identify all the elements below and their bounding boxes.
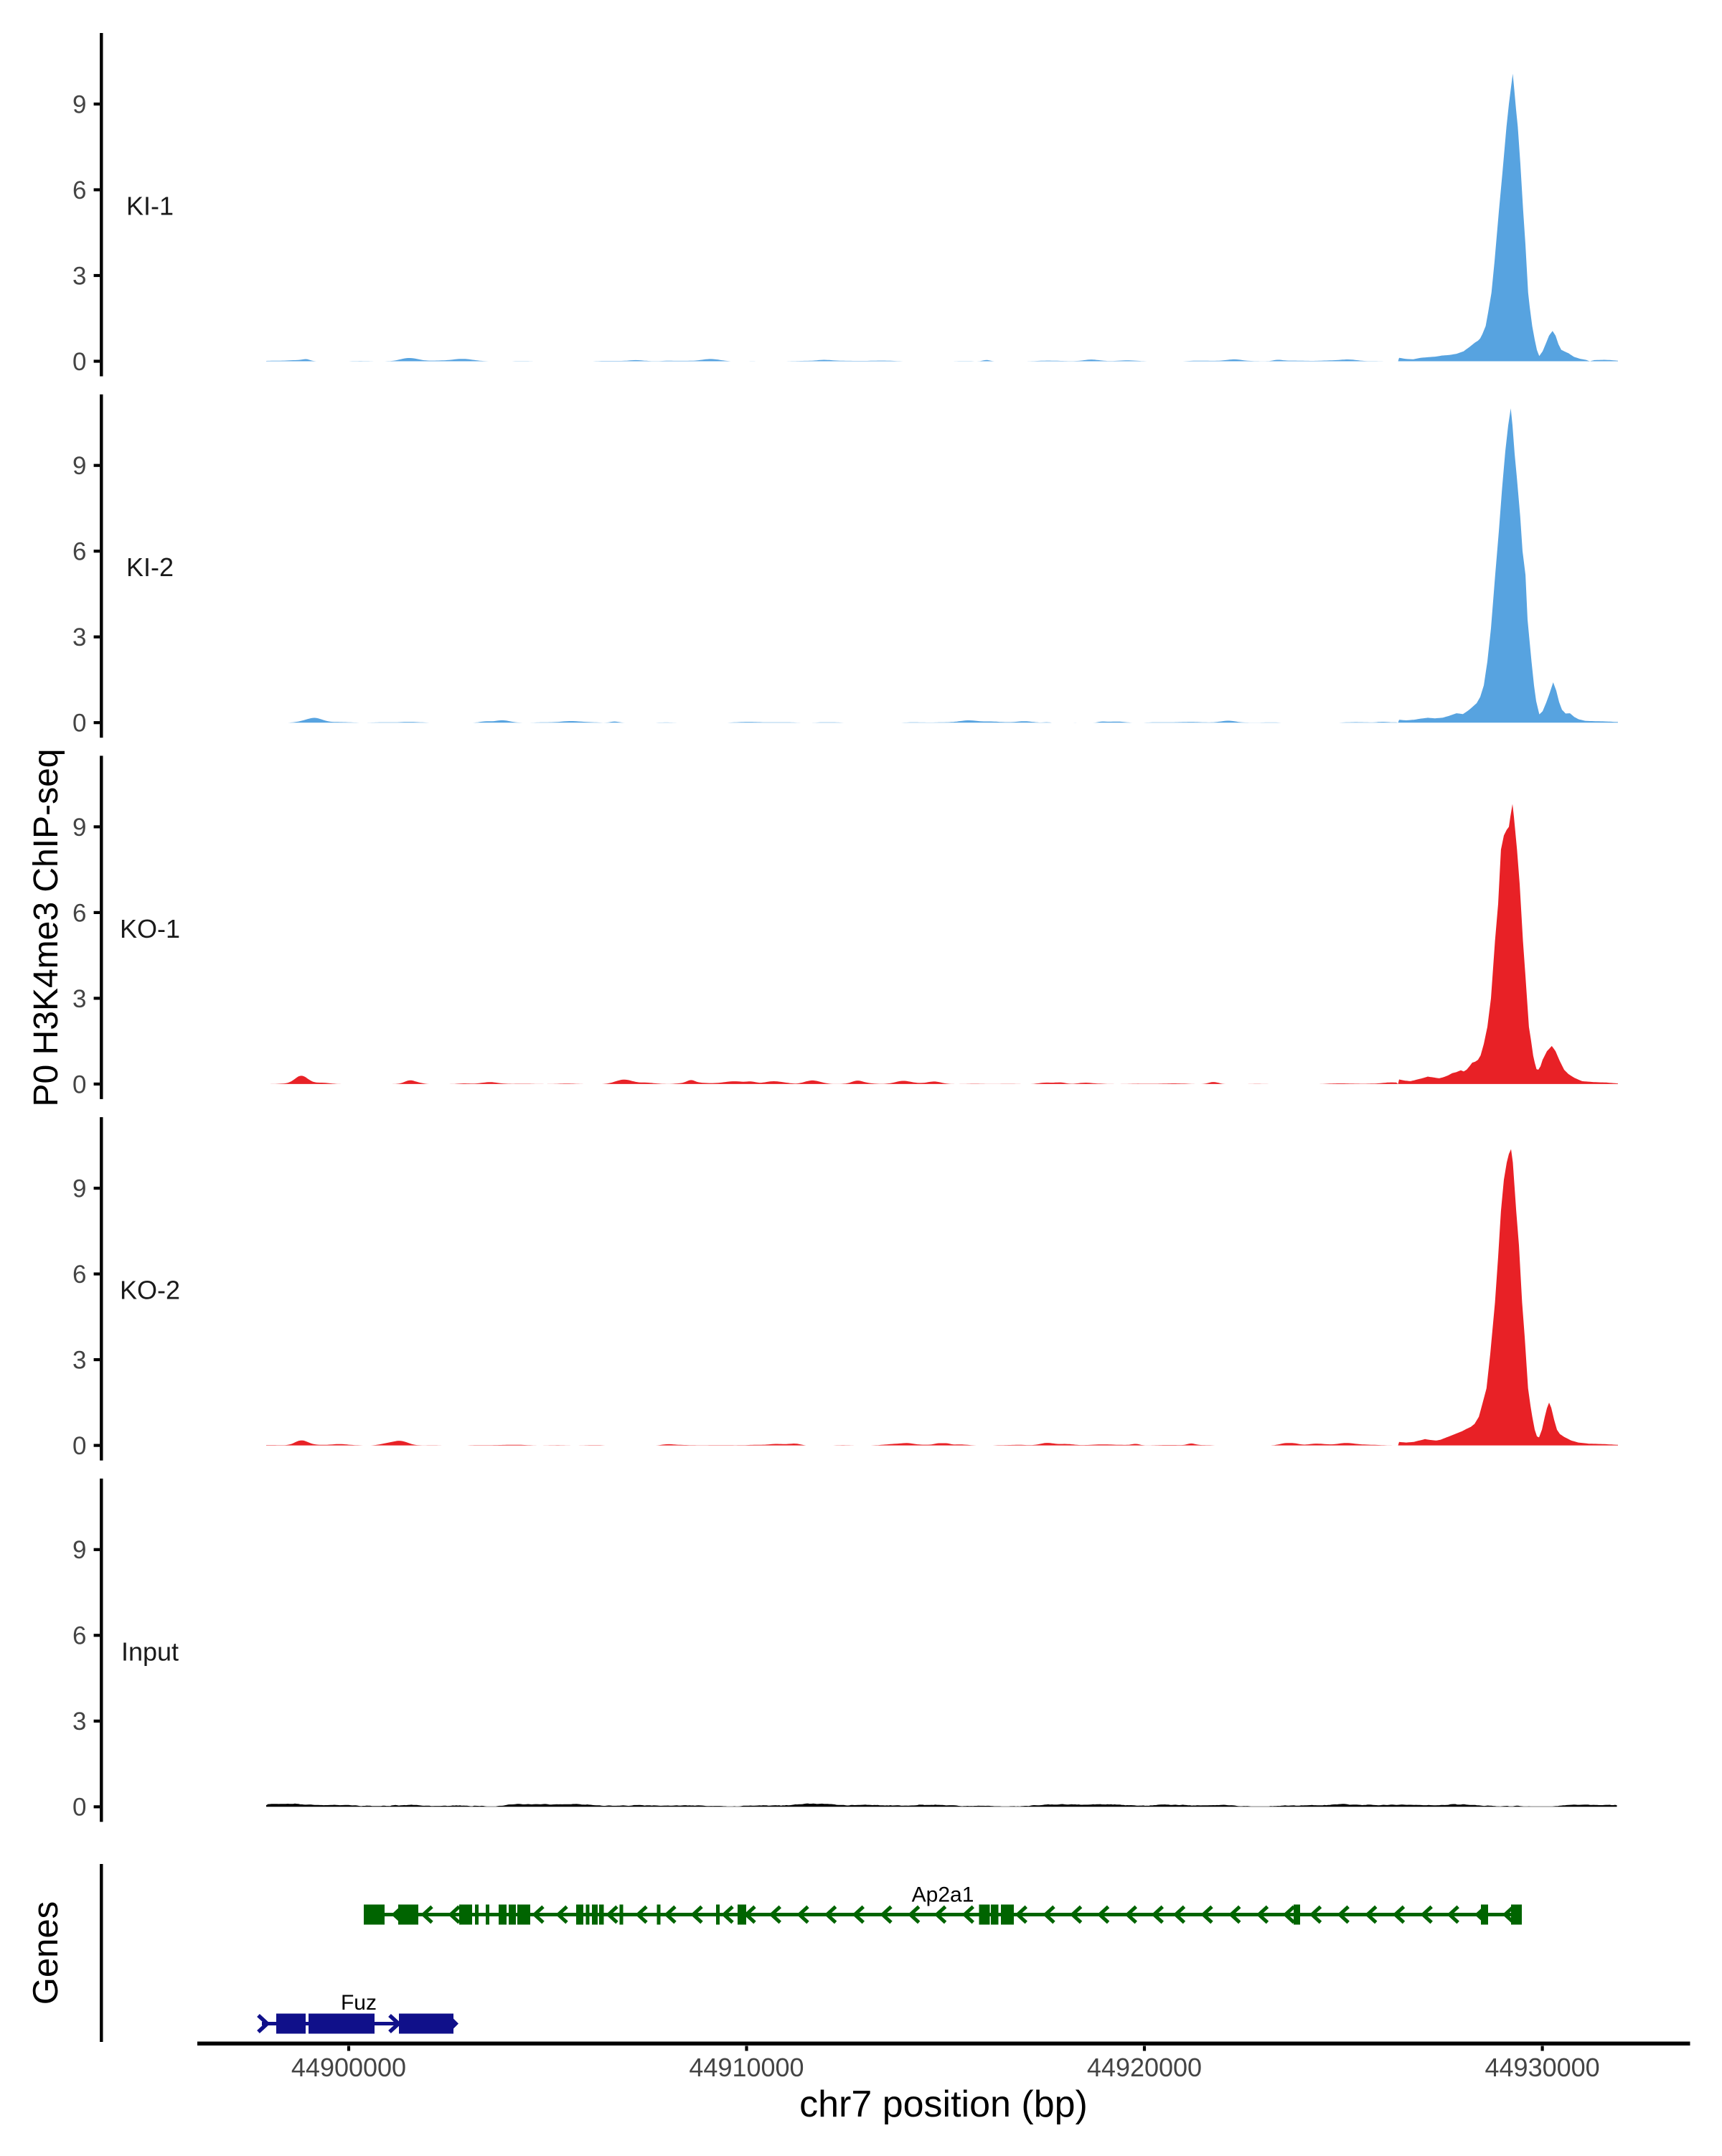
svg-text:6: 6 <box>72 1261 86 1289</box>
svg-text:9: 9 <box>72 1175 86 1203</box>
svg-text:0: 0 <box>72 1432 86 1460</box>
svg-text:3: 3 <box>72 1347 86 1375</box>
svg-text:chr7 position (bp): chr7 position (bp) <box>799 2084 1088 2125</box>
svg-text:0: 0 <box>72 1794 86 1822</box>
svg-text:KI-2: KI-2 <box>126 552 174 582</box>
svg-text:6: 6 <box>72 1622 86 1650</box>
svg-text:6: 6 <box>72 538 86 566</box>
svg-text:6: 6 <box>72 899 86 927</box>
svg-text:Ap2a1: Ap2a1 <box>912 1883 974 1907</box>
svg-text:6: 6 <box>72 176 86 204</box>
svg-text:3: 3 <box>72 985 86 1013</box>
svg-text:3: 3 <box>72 262 86 290</box>
svg-text:9: 9 <box>72 452 86 480</box>
svg-text:9: 9 <box>72 90 86 118</box>
svg-text:0: 0 <box>72 710 86 738</box>
svg-text:KO-1: KO-1 <box>120 914 180 943</box>
svg-text:Genes: Genes <box>27 1901 65 2005</box>
svg-text:3: 3 <box>72 623 86 651</box>
svg-text:44920000: 44920000 <box>1087 2053 1202 2082</box>
svg-text:44930000: 44930000 <box>1485 2053 1600 2082</box>
svg-text:3: 3 <box>72 1708 86 1736</box>
svg-text:0: 0 <box>72 1070 86 1098</box>
svg-text:Fuz: Fuz <box>341 1991 377 2015</box>
svg-text:P0 H3K4me3 ChIP-seq: P0 H3K4me3 ChIP-seq <box>27 749 65 1107</box>
svg-text:44910000: 44910000 <box>689 2053 804 2082</box>
svg-text:44900000: 44900000 <box>291 2053 406 2082</box>
svg-text:9: 9 <box>72 814 86 842</box>
svg-text:KO-2: KO-2 <box>120 1276 180 1305</box>
svg-text:0: 0 <box>72 348 86 376</box>
svg-text:Input: Input <box>121 1637 179 1666</box>
svg-text:9: 9 <box>72 1536 86 1564</box>
svg-text:KI-1: KI-1 <box>126 192 174 221</box>
